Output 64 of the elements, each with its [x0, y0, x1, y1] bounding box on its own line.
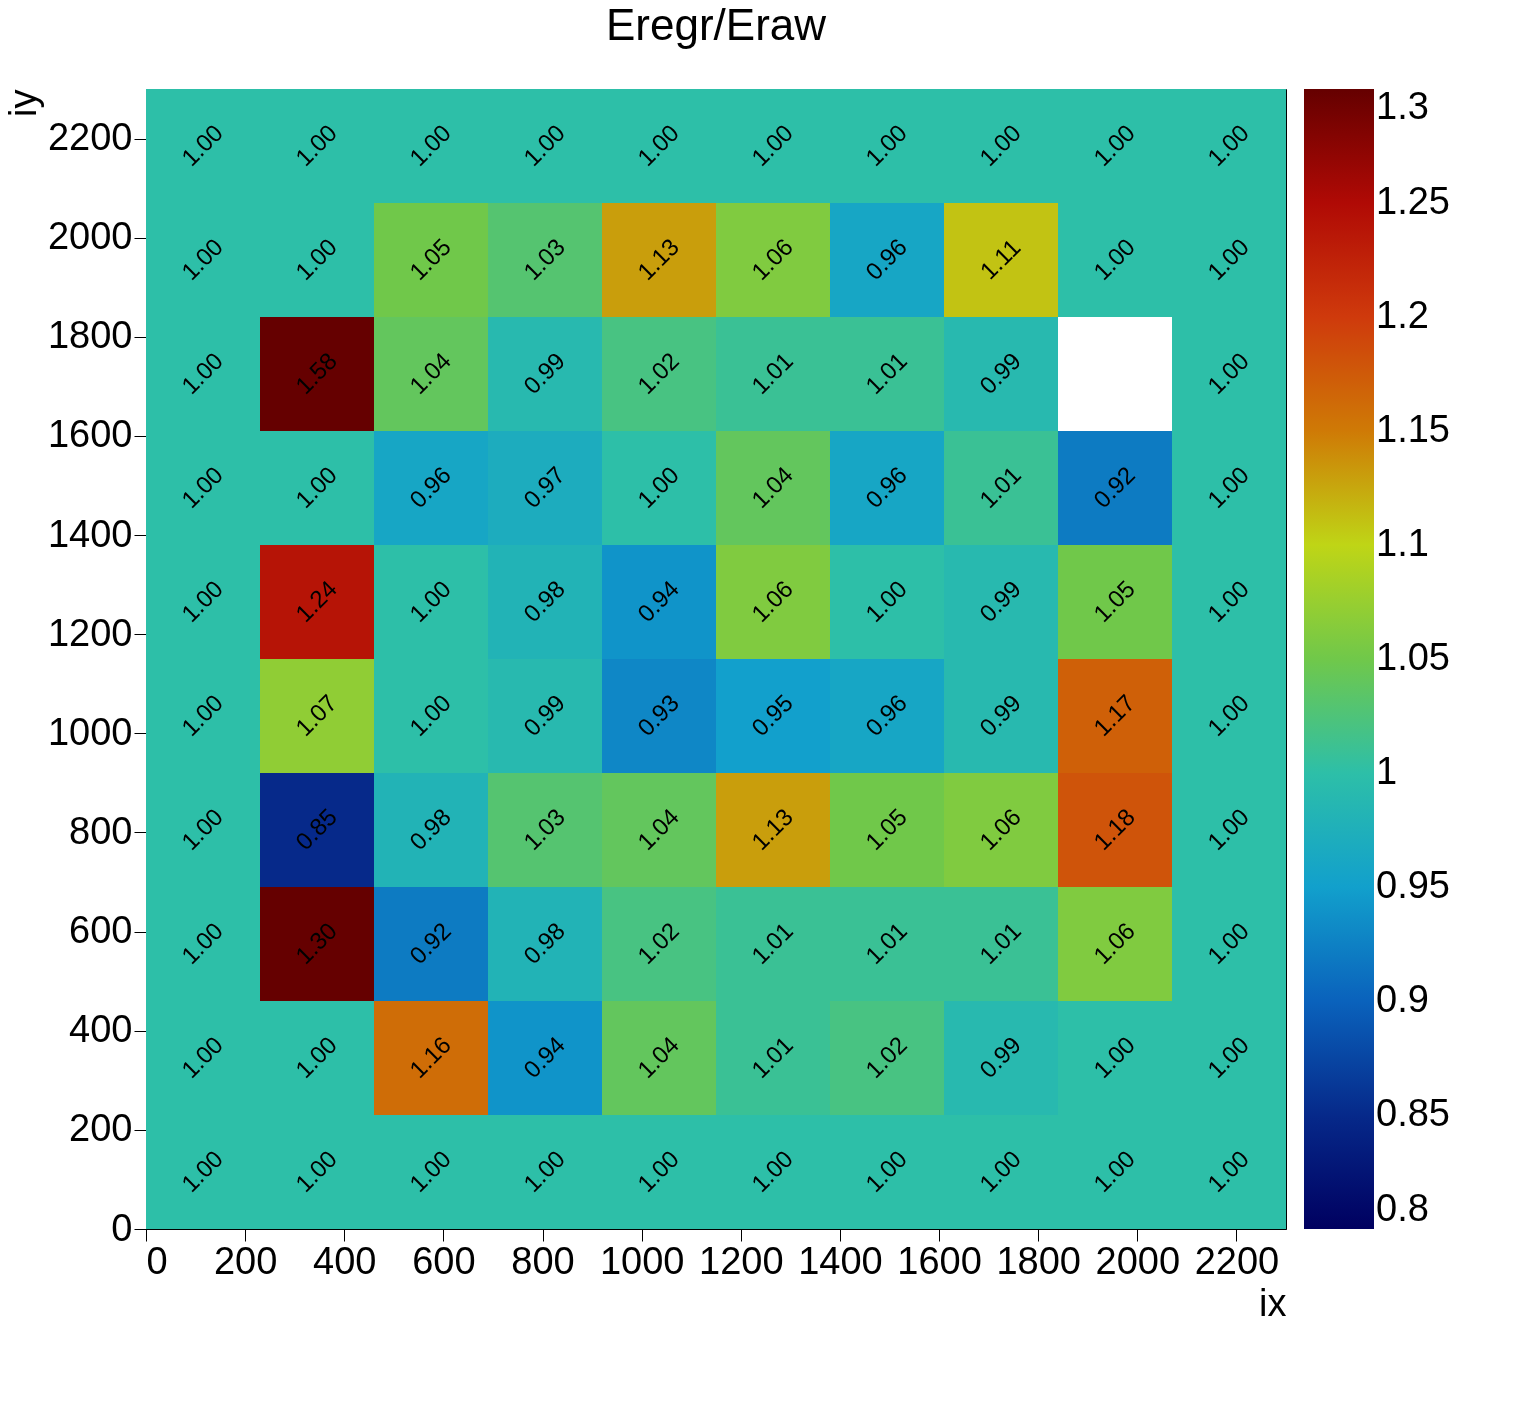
data-label: 1.01	[859, 916, 912, 969]
y-tick-label: 600	[69, 909, 133, 952]
data-label: 1.01	[745, 346, 798, 399]
data-label: 0.99	[973, 346, 1026, 399]
color-bar-label: 1.3	[1376, 85, 1429, 127]
y-tick-label: 1200	[47, 611, 133, 654]
x-tick-label: 800	[511, 1239, 575, 1282]
data-label: 0.99	[517, 688, 570, 741]
data-label: 1.01	[859, 346, 912, 399]
x-tick-label: 2000	[1095, 1239, 1181, 1282]
x-axis-title: ix	[1259, 1281, 1287, 1324]
data-label: 1.01	[745, 916, 798, 969]
color-bar-label: 0.85	[1376, 1092, 1450, 1134]
data-label: 1.11	[974, 233, 1026, 285]
color-bar-label: 0.9	[1376, 978, 1429, 1020]
color-bar-label: 1.15	[1376, 408, 1450, 450]
data-label: 0.96	[859, 232, 912, 285]
y-tick-label: 200	[69, 1107, 133, 1150]
data-label: 0.99	[973, 574, 1026, 627]
data-label: 0.92	[403, 916, 456, 969]
data-label: 0.98	[517, 916, 570, 969]
x-tick-label: 600	[412, 1239, 476, 1282]
y-tick-label: 1000	[47, 710, 133, 753]
y-tick-label: 800	[69, 809, 133, 852]
y-tick-label: 2000	[47, 215, 133, 258]
x-tick-label: 1600	[897, 1239, 982, 1282]
x-tick-label: 1400	[798, 1239, 883, 1282]
data-label: 0.96	[859, 460, 912, 513]
chart-title: Eregr/Eraw	[605, 0, 827, 49]
data-label: 1.01	[745, 1030, 798, 1083]
color-bar-label: 0.8	[1376, 1187, 1429, 1229]
data-label: 1.01	[973, 460, 1026, 513]
color-bar-label: 1.1	[1376, 522, 1429, 564]
x-tick-label: 1800	[996, 1239, 1081, 1282]
y-axis-title: iy	[1, 89, 44, 117]
x-tick-label: 1200	[699, 1239, 784, 1282]
x-tick-label: 200	[213, 1239, 278, 1282]
x-tick-label: 400	[313, 1239, 377, 1282]
y-tick-label: 2200	[47, 116, 133, 159]
y-tick-label: 1800	[47, 314, 133, 357]
y-tick-label: 1400	[47, 512, 133, 555]
x-tick-label: 2200	[1194, 1239, 1280, 1282]
x-tick-label: 0	[146, 1239, 168, 1282]
data-label: 0.99	[517, 346, 570, 399]
data-label: 0.92	[1087, 460, 1140, 513]
y-tick-label: 1600	[47, 413, 133, 456]
data-label: 0.96	[403, 460, 456, 513]
data-label: 0.94	[517, 1030, 570, 1083]
data-label: 1.01	[973, 916, 1026, 969]
y-tick-label: 400	[69, 1008, 133, 1051]
y-tick-label: 0	[111, 1206, 133, 1249]
color-bar-label: 1.25	[1376, 180, 1450, 222]
color-bar-label: 1.05	[1376, 636, 1450, 678]
data-label: 0.94	[631, 574, 684, 627]
data-label: 0.93	[631, 688, 684, 741]
color-bar-label: 0.95	[1376, 864, 1450, 906]
data-label: 0.99	[973, 688, 1026, 741]
color-bar-label: 1	[1376, 750, 1398, 792]
data-label: 0.96	[859, 688, 912, 741]
data-label: 0.99	[973, 1030, 1026, 1083]
data-label: 0.98	[403, 802, 456, 855]
color-bar-label: 1.2	[1376, 294, 1429, 336]
data-label: 0.98	[517, 574, 570, 627]
x-tick-label: 1000	[599, 1239, 685, 1282]
